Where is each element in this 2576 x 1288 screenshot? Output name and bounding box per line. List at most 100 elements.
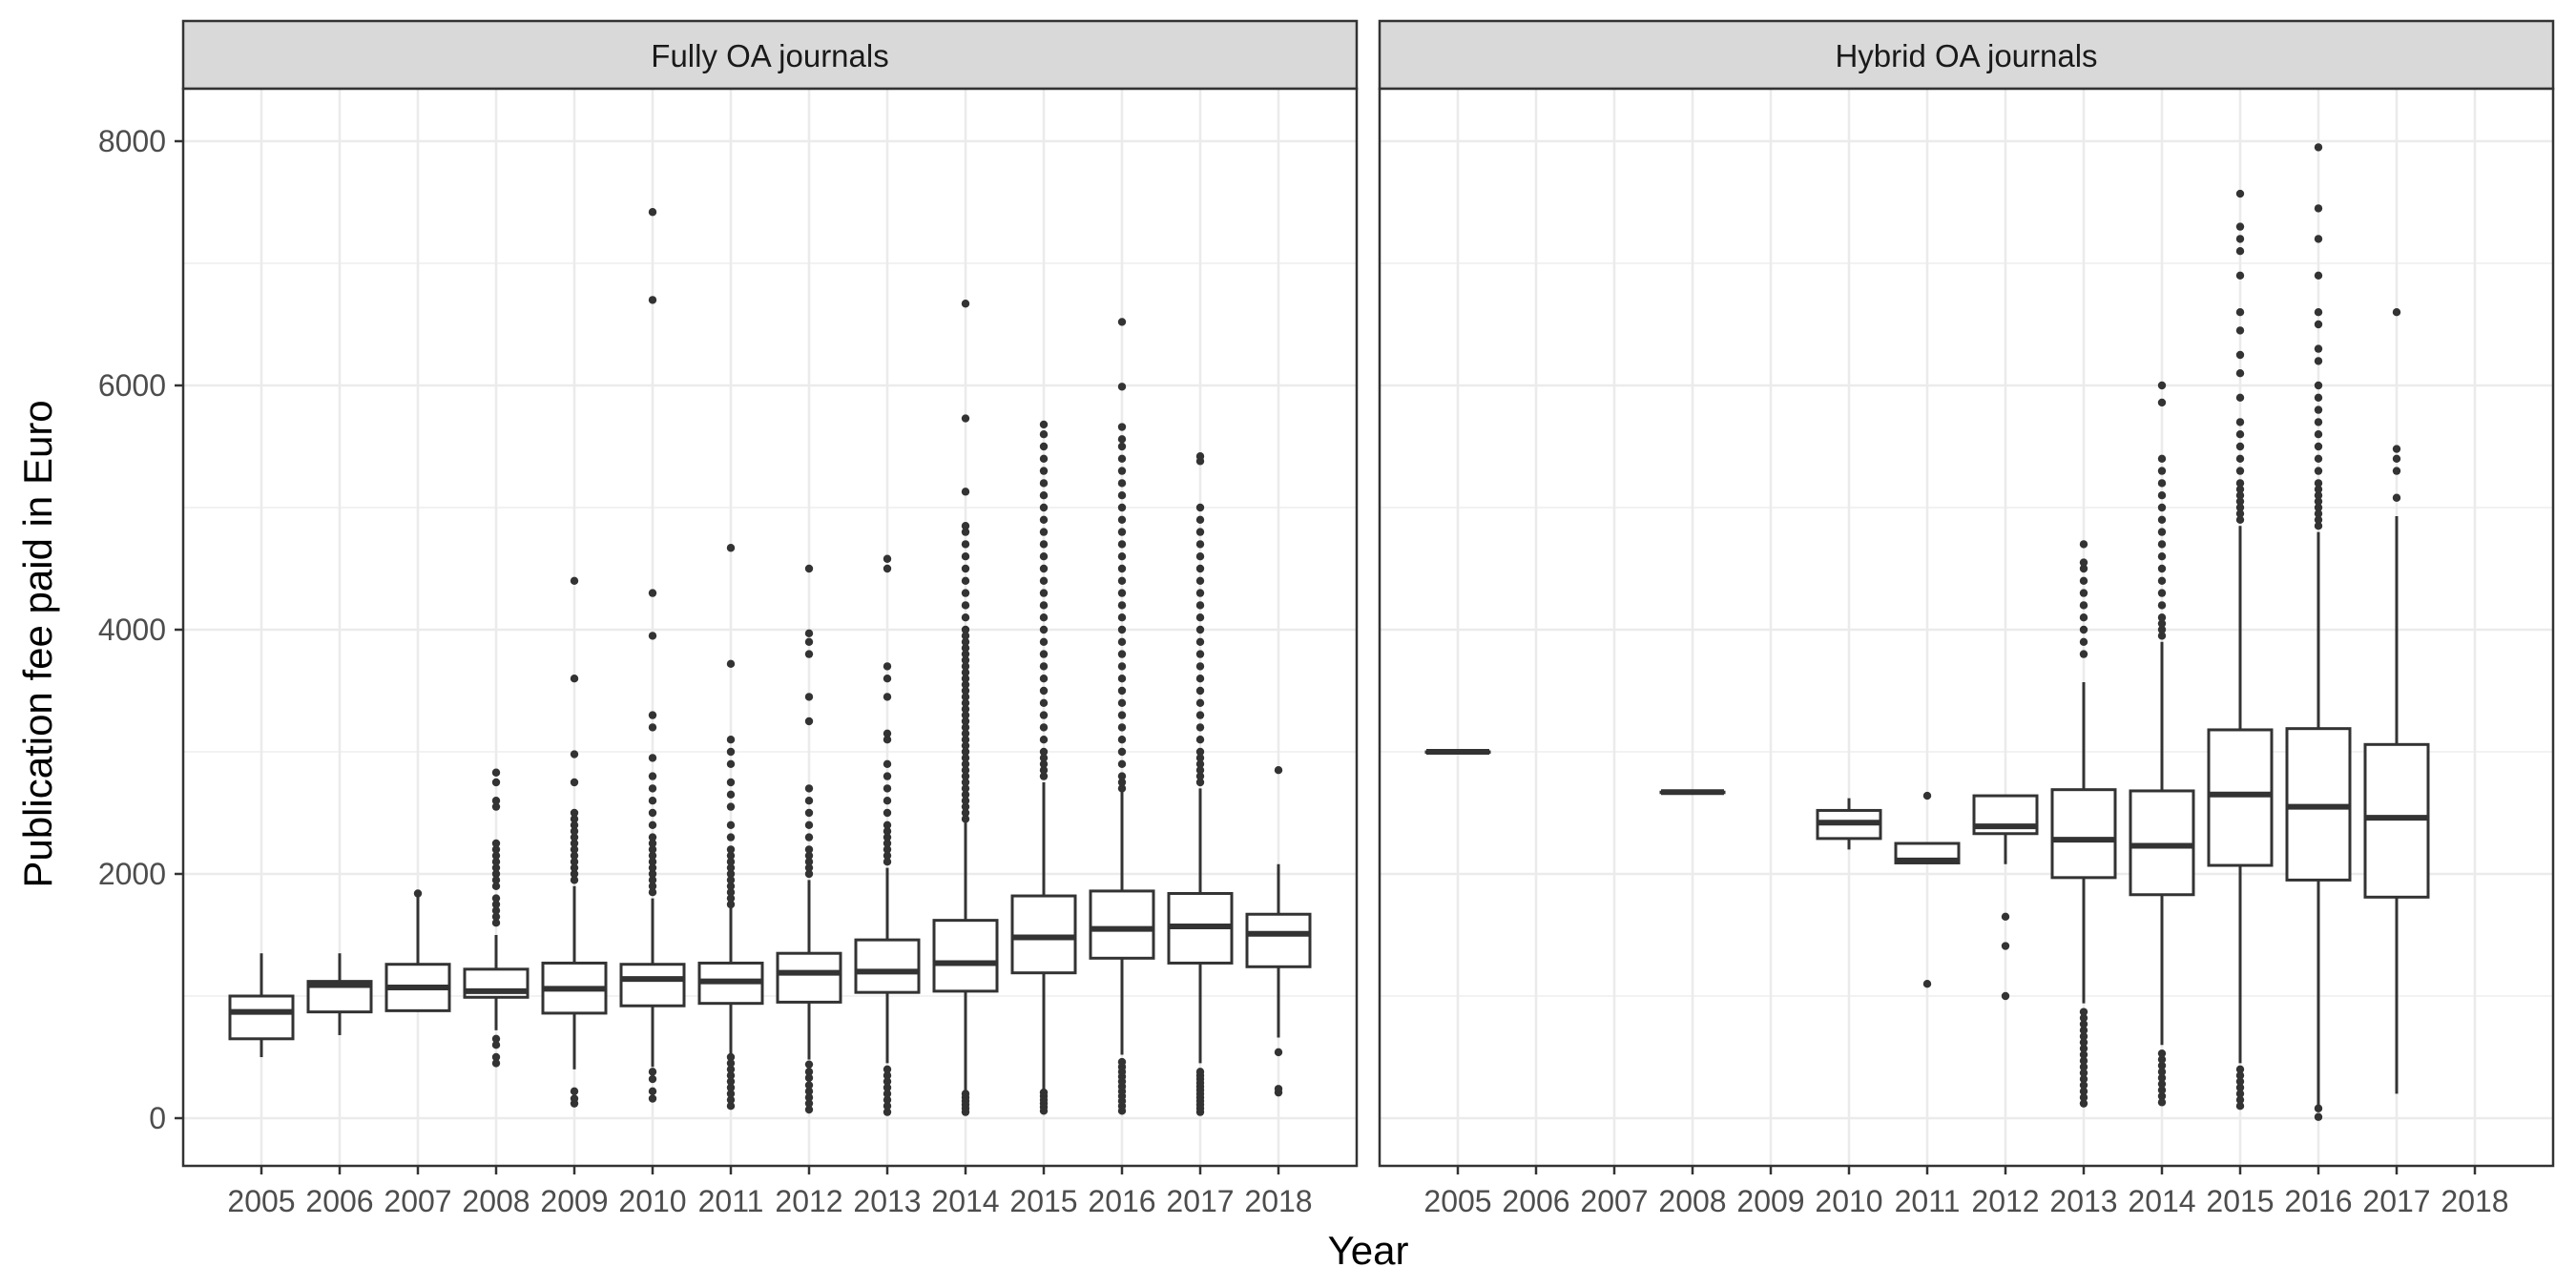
outlier-point (1039, 613, 1049, 622)
outlier-point (2392, 493, 2401, 502)
outlier-point (883, 1065, 892, 1074)
outlier-point (883, 1071, 892, 1080)
outlier-point (1117, 552, 1127, 561)
outlier-point (726, 851, 736, 860)
outlier-point (726, 1071, 736, 1080)
outlier-point (2079, 1063, 2088, 1071)
outlier-point (648, 851, 657, 860)
outlier-point (1117, 503, 1127, 512)
outlier-point (726, 802, 736, 811)
outlier-point (2079, 601, 2088, 610)
box-2009 (541, 576, 608, 1108)
outlier-point (726, 544, 736, 552)
outlier-point (2079, 1044, 2088, 1053)
outlier-point (648, 888, 657, 897)
x-tick-label: 2018 (2441, 1184, 2508, 1218)
panel-2: Hybrid OA journals 2005 2006 2007 2008 2009 2… (1378, 19, 2555, 1218)
box-2016 (1089, 318, 1155, 1115)
outlier-point (804, 1093, 814, 1102)
x-axis-title: Year (1328, 1228, 1409, 1273)
outlier-point (1117, 650, 1127, 658)
outlier-point (1117, 442, 1127, 451)
outlier-point (1195, 772, 1205, 780)
outlier-point (961, 717, 970, 726)
outlier-point (961, 613, 970, 622)
outlier-point (648, 589, 657, 597)
outlier-point (726, 759, 736, 768)
outlier-point (570, 808, 579, 818)
panel-2-x-ticks: 2005 2006 2007 2008 2009 2010 2011 2012 2013 2014… (1423, 1166, 2509, 1218)
outlier-point (2235, 1102, 2245, 1111)
outlier-point (804, 851, 814, 860)
outlier-point (1195, 698, 1205, 707)
panel-1-border (181, 87, 1359, 1168)
outlier-point (883, 675, 892, 683)
outlier-point (570, 863, 579, 872)
panel-1-strip (181, 19, 1359, 91)
outlier-point (2235, 369, 2245, 378)
outlier-point (1039, 754, 1049, 762)
outlier-point (1039, 772, 1049, 780)
outlier-point (1195, 736, 1205, 744)
outlier-point (1117, 435, 1127, 444)
outlier-point (648, 772, 657, 780)
outlier-point (648, 784, 657, 793)
outlier-point (961, 766, 970, 775)
x-tick-label: 2005 (1423, 1184, 1491, 1218)
box-iqr (1089, 889, 1155, 960)
outlier-point (1117, 467, 1127, 475)
outlier-point (2235, 1083, 2245, 1092)
outlier-point (804, 1081, 814, 1090)
outlier-point (1195, 515, 1205, 524)
outlier-point (961, 522, 970, 530)
outlier-point (961, 747, 970, 757)
outlier-point (1117, 383, 1127, 391)
outlier-point (1195, 650, 1205, 658)
outlier-point (961, 414, 970, 423)
outlier-point (1195, 452, 1205, 461)
outlier-point (804, 833, 814, 841)
outlier-point (1039, 759, 1049, 768)
outlier-point (2001, 912, 2010, 921)
outlier-point (2079, 1099, 2088, 1108)
outlier-point (804, 637, 814, 646)
y-tick-label: 4000 (98, 613, 166, 647)
outlier-point (2079, 1056, 2088, 1066)
outlier-point (1039, 723, 1049, 732)
outlier-point (2157, 625, 2167, 634)
outlier-point (726, 1059, 736, 1068)
x-tick-label: 2012 (775, 1184, 842, 1218)
box-2005 (228, 953, 295, 1057)
outlier-point (883, 845, 892, 854)
outlier-point (2235, 1077, 2245, 1086)
outlier-point (570, 827, 579, 836)
outlier-point (2157, 1086, 2167, 1094)
outlier-point (491, 802, 501, 811)
outlier-point (491, 912, 501, 921)
outlier-point (1039, 576, 1049, 585)
outlier-point (883, 693, 892, 701)
outlier-point (961, 705, 970, 714)
x-tick-label: 2007 (1580, 1184, 1648, 1218)
outlier-point (2157, 1073, 2167, 1082)
outlier-point (2314, 479, 2323, 488)
outlier-point (726, 1077, 736, 1086)
outlier-point (2157, 1049, 2167, 1058)
outlier-point (1039, 736, 1049, 744)
outlier-point (1039, 766, 1049, 775)
outlier-point (1039, 420, 1049, 429)
outlier-point (570, 675, 579, 683)
outlier-point (1195, 625, 1205, 634)
outlier-point (2157, 632, 2167, 640)
outlier-point (961, 300, 970, 308)
outlier-point (648, 808, 657, 818)
outlier-point (961, 675, 970, 683)
outlier-point (2314, 418, 2323, 426)
outlier-point (2314, 1104, 2323, 1112)
outlier-point (2314, 515, 2323, 524)
outlier-point (2157, 576, 2167, 585)
outlier-point (961, 797, 970, 805)
outlier-point (726, 1065, 736, 1074)
outlier-point (2314, 393, 2323, 402)
